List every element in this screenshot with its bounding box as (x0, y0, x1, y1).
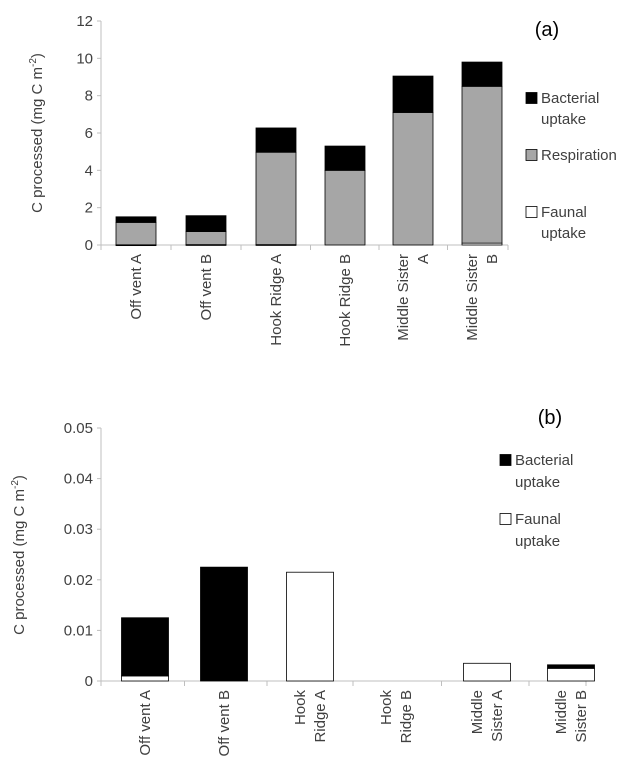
x-category-label: Middle (553, 690, 570, 734)
bar-faunal-uptake-middle-sister-b (547, 667, 595, 682)
bar-bacterial-uptake-hook-ridge-a (255, 127, 297, 153)
bar-bacterial-uptake-middle-sister-b (461, 61, 503, 87)
legend-label-faunal-uptake: Faunal uptake (515, 511, 561, 550)
bar-bacterial-uptake-off-vent-b (200, 566, 248, 682)
bar-faunal-uptake-off-vent-a (121, 675, 169, 682)
bar-respiration-hook-ridge-a (255, 151, 297, 246)
y-tick-label: 0.05 (64, 420, 93, 437)
y-tick-label: 0.03 (64, 521, 93, 538)
y-tick-label: 0.01 (64, 622, 93, 639)
panel-label: (b) (538, 407, 562, 429)
y-tick-label: 6 (85, 125, 93, 142)
bar-respiration-hook-ridge-b (324, 169, 366, 246)
x-category-label: Ridge B (398, 690, 415, 743)
bar-faunal-uptake-hook-ridge-a (286, 571, 334, 682)
legend-label-bacterial-uptake: Bacterial uptake (541, 90, 599, 128)
bar-bacterial-uptake-middle-sister-b (547, 664, 595, 669)
bar-bacterial-uptake-off-vent-b (185, 215, 227, 232)
bar-respiration-off-vent-b (185, 231, 227, 246)
bar-respiration-middle-sister-b (461, 85, 503, 244)
x-category-label: A (415, 254, 432, 264)
x-category-label: Middle Sister (395, 254, 412, 341)
bar-respiration-off-vent-a (115, 222, 157, 246)
legend-label-bacterial-uptake: Bacterial uptake (515, 452, 573, 491)
x-category-label: Hook Ridge A (268, 254, 285, 346)
x-category-label: Sister B (573, 690, 590, 743)
y-axis-title: C processed (mg C m-2) (10, 475, 28, 635)
y-tick-label: 0.02 (64, 572, 93, 589)
bar-bacterial-uptake-middle-sister-a (392, 75, 434, 113)
legend-swatch-bacterial-uptake (499, 454, 512, 466)
y-tick-label: 0.04 (64, 471, 93, 488)
bar-bacterial-uptake-off-vent-a (115, 216, 157, 223)
x-category-label: Hook Ridge B (337, 254, 354, 347)
chart-panel-b: 0 0.01 0.02 0.03 0.04 0.05 Off vent A Off vent … (10, 407, 595, 756)
x-category-label: Off vent A (137, 690, 154, 756)
y-tick-label: 4 (85, 162, 93, 179)
legend-swatch-bacterial-uptake (525, 92, 538, 104)
legend-swatch-faunal-uptake (525, 206, 538, 218)
panel-label: (a) (535, 19, 559, 41)
legend: Faunal uptake Bacterial uptake (499, 452, 573, 550)
y-axis-title: C processed (mg C m-2) (28, 53, 46, 213)
legend-swatch-respiration (525, 149, 538, 161)
y-tick-label: 0 (85, 673, 93, 690)
legend: Faunal uptake Respiration Bacterial uptake (525, 90, 617, 242)
y-tick-label: 10 (76, 50, 93, 67)
x-category-label: Hook (378, 690, 395, 726)
x-category-label: Middle Sister (464, 254, 481, 341)
y-tick-label: 2 (85, 200, 93, 217)
x-category-label: Middle (469, 690, 486, 734)
x-category-label: B (484, 254, 501, 264)
x-category-label: Sister A (489, 690, 506, 742)
x-category-label: Off vent B (198, 254, 215, 320)
bar-faunal-uptake-middle-sister-a (463, 662, 511, 682)
bar-bacterial-uptake-off-vent-a (121, 617, 169, 677)
y-tick-label: 8 (85, 88, 93, 105)
x-category-label: Hook (292, 690, 309, 726)
y-tick-label: 12 (76, 13, 93, 30)
legend-label-respiration: Respiration (541, 147, 617, 164)
y-tick-label: 0 (85, 237, 93, 254)
chart-panel-a: 0 2 4 6 8 10 12 Off vent A Off vent B Hook Ridge … (28, 13, 617, 347)
legend-swatch-faunal-uptake (499, 513, 512, 525)
legend-label-faunal-uptake: Faunal uptake (541, 204, 587, 242)
x-category-label: Off vent B (216, 690, 233, 756)
bar-respiration-middle-sister-a (392, 112, 434, 246)
bar-bacterial-uptake-hook-ridge-b (324, 145, 366, 171)
x-category-label: Ridge A (312, 690, 329, 743)
x-category-label: Off vent A (128, 254, 145, 320)
